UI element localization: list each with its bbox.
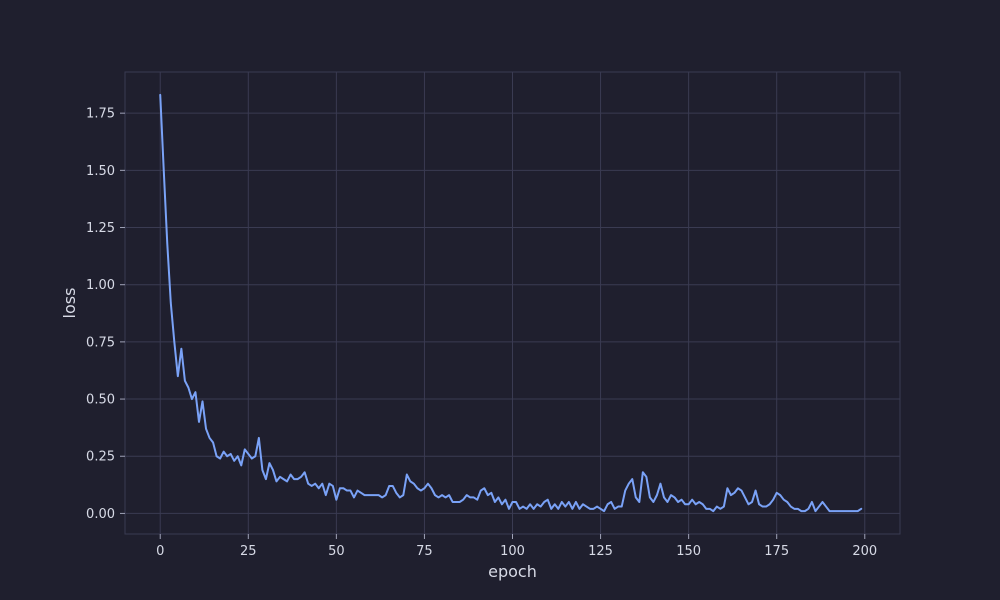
y-axis-label: loss — [60, 288, 79, 319]
x-tick-label: 125 — [588, 544, 613, 559]
y-tick-label: 1.75 — [86, 107, 115, 122]
y-tick-label: 0.50 — [86, 393, 115, 408]
series-group — [159, 93, 863, 513]
x-axis-label: epoch — [488, 562, 537, 581]
axis-ticks: 0 25 50 75 100 125 150 175 200 0.00 0.25 0.50 0.75 1.… — [86, 107, 877, 559]
x-tick-label: 175 — [764, 544, 789, 559]
y-tick-label: 1.50 — [86, 164, 115, 179]
y-tick-label: 0.00 — [86, 507, 115, 522]
x-tick-label: 150 — [676, 544, 701, 559]
x-tick-label: 100 — [500, 544, 525, 559]
y-tick-label: 0.25 — [86, 450, 115, 465]
x-tick-label: 200 — [852, 544, 877, 559]
loss-series-line — [159, 93, 863, 513]
x-tick-label: 0 — [156, 544, 164, 559]
x-tick-label: 50 — [328, 544, 345, 559]
x-tick-label: 25 — [240, 544, 257, 559]
y-tick-label: 1.25 — [86, 221, 115, 236]
y-tick-label: 0.75 — [86, 335, 115, 350]
y-tick-label: 1.00 — [86, 278, 115, 293]
x-tick-label: 75 — [416, 544, 433, 559]
